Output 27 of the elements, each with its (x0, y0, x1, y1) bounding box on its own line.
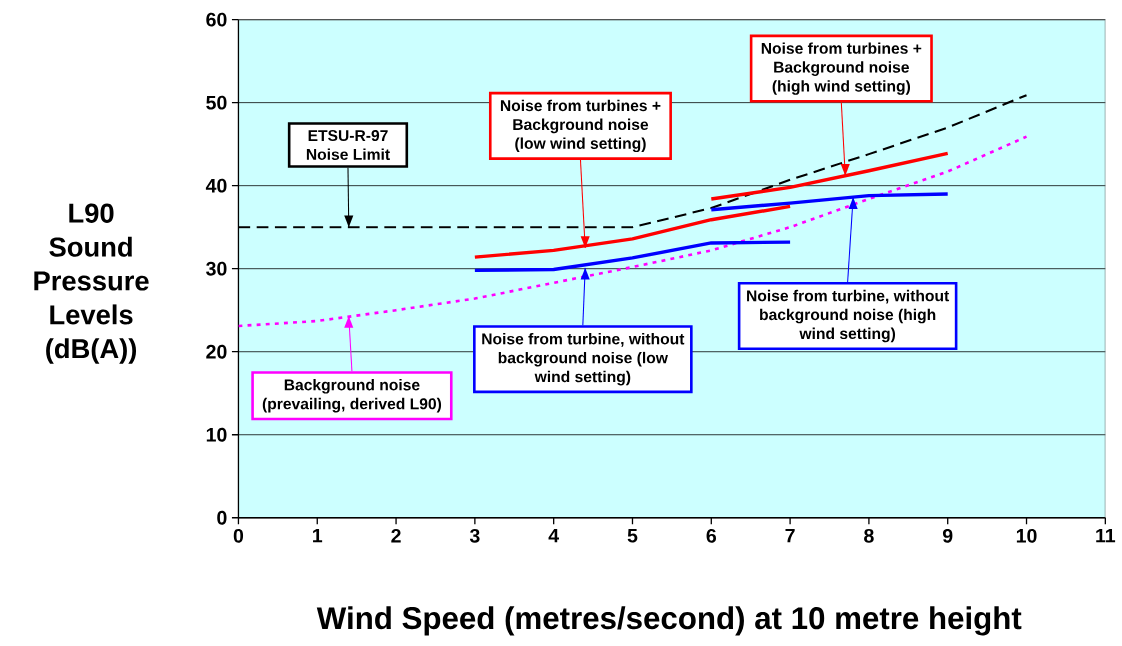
x-tick-label: 1 (313, 528, 323, 543)
annotation: Background noise (prevailing, derived L90) (262, 378, 442, 413)
y-tick-label: 50 (206, 95, 227, 110)
annotation: Noise from turbines + Background noise (high wind setting) (761, 42, 922, 95)
x-tick-label: 2 (391, 528, 401, 543)
x-tick-label: 6 (706, 528, 717, 543)
x-tick-label: 0 (233, 528, 244, 543)
y-tick-label: 20 (206, 344, 227, 359)
y-tick-label: 60 (206, 12, 227, 27)
x-tick-label: 11 (1096, 528, 1116, 543)
y-tick-label: 40 (205, 178, 227, 193)
annotation: Noise from turbines + Background noise (low wind setting) (500, 99, 661, 152)
x-tick-label: 3 (469, 528, 480, 543)
y-tick-label: 0 (217, 510, 227, 525)
y-tick-label: 30 (206, 261, 227, 276)
y-axis-title: L90 Sound Pressure Levels (dB(A)) (34, 203, 149, 364)
annotation: Noise from turbine, without background noise (high wind setting) (747, 289, 950, 343)
x-tick-label: 4 (548, 528, 560, 543)
x-tick-label: 8 (864, 528, 874, 543)
x-tick-label: 5 (627, 528, 638, 543)
annotation: Noise from turbine, without background noise (low wind setting) (482, 332, 685, 386)
y-tick-label: 10 (206, 427, 227, 442)
annotation: ETSU-R-97 Noise Limit (306, 129, 390, 160)
x-tick-label: 9 (942, 528, 953, 543)
x-axis-title: Wind Speed (metres/second) at 10 metre height (316, 606, 1022, 636)
x-tick-label: 10 (1016, 528, 1037, 543)
x-tick-label: 7 (785, 528, 795, 543)
